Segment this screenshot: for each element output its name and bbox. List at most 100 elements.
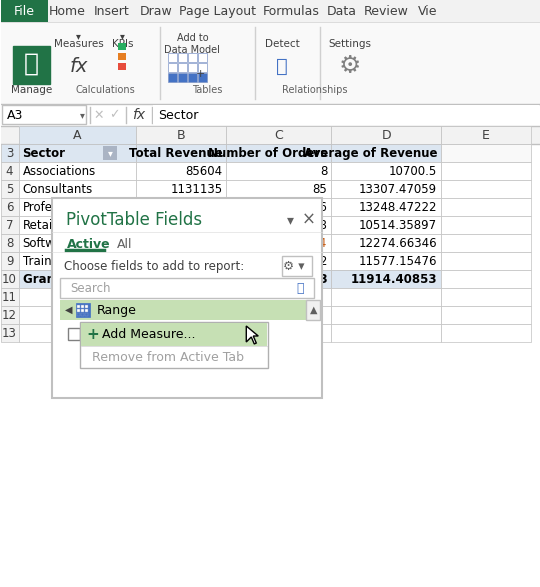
FancyBboxPatch shape — [1, 198, 18, 216]
FancyBboxPatch shape — [52, 198, 322, 398]
Text: 1276565: 1276565 — [170, 237, 222, 249]
FancyBboxPatch shape — [198, 53, 207, 62]
FancyBboxPatch shape — [331, 270, 441, 288]
FancyBboxPatch shape — [85, 309, 89, 312]
FancyBboxPatch shape — [137, 162, 226, 180]
Text: Professional: Professional — [23, 201, 93, 214]
FancyBboxPatch shape — [1, 234, 18, 252]
Text: C: C — [274, 129, 283, 141]
Text: Manage: Manage — [11, 85, 52, 95]
Text: Measures: Measures — [53, 39, 103, 49]
FancyBboxPatch shape — [1, 144, 18, 342]
FancyBboxPatch shape — [85, 305, 89, 308]
FancyBboxPatch shape — [18, 234, 137, 252]
Text: Calculations: Calculations — [76, 85, 136, 95]
FancyBboxPatch shape — [137, 180, 226, 198]
Text: 11: 11 — [2, 291, 17, 303]
FancyBboxPatch shape — [60, 300, 306, 320]
FancyBboxPatch shape — [104, 146, 117, 160]
Text: Number of Orders: Number of Orders — [208, 147, 327, 160]
FancyBboxPatch shape — [1, 22, 540, 104]
Text: ▾: ▾ — [76, 31, 81, 41]
Text: ▾: ▾ — [287, 213, 294, 227]
FancyBboxPatch shape — [198, 63, 207, 72]
FancyBboxPatch shape — [77, 303, 90, 317]
FancyBboxPatch shape — [2, 105, 86, 124]
Text: ✕: ✕ — [93, 109, 104, 122]
FancyBboxPatch shape — [331, 216, 441, 234]
FancyBboxPatch shape — [1, 104, 540, 126]
FancyBboxPatch shape — [137, 306, 226, 324]
Text: 3: 3 — [6, 147, 13, 160]
FancyBboxPatch shape — [226, 198, 331, 216]
FancyBboxPatch shape — [226, 306, 331, 324]
FancyBboxPatch shape — [178, 73, 187, 82]
FancyBboxPatch shape — [82, 323, 267, 346]
FancyBboxPatch shape — [1, 270, 18, 288]
FancyBboxPatch shape — [441, 180, 531, 198]
Text: 6707812: 6707812 — [165, 272, 222, 285]
Text: ◀: ◀ — [65, 305, 72, 315]
Text: Add to
Data Model: Add to Data Model — [164, 33, 220, 55]
FancyBboxPatch shape — [178, 63, 187, 72]
FancyBboxPatch shape — [441, 288, 531, 306]
FancyBboxPatch shape — [118, 53, 126, 60]
Text: 12: 12 — [2, 309, 17, 322]
Text: Active: Active — [66, 238, 110, 251]
Text: ▲: ▲ — [309, 305, 317, 315]
FancyBboxPatch shape — [188, 73, 197, 82]
Text: Search: Search — [70, 282, 111, 295]
Text: Sector: Sector — [158, 109, 199, 122]
Text: 4: 4 — [6, 164, 14, 177]
FancyBboxPatch shape — [137, 252, 226, 270]
FancyBboxPatch shape — [306, 300, 320, 320]
FancyBboxPatch shape — [137, 288, 226, 306]
Text: 7: 7 — [6, 218, 14, 231]
FancyBboxPatch shape — [441, 144, 531, 162]
Text: Relationships: Relationships — [282, 85, 348, 95]
Text: 1131135: 1131135 — [170, 183, 222, 195]
Text: +: + — [195, 69, 205, 79]
Text: Formulas: Formulas — [262, 5, 319, 18]
FancyBboxPatch shape — [18, 126, 137, 144]
FancyBboxPatch shape — [137, 324, 226, 342]
Text: D: D — [381, 129, 391, 141]
Text: Vie: Vie — [417, 5, 437, 18]
FancyBboxPatch shape — [226, 126, 331, 144]
FancyBboxPatch shape — [137, 270, 226, 288]
FancyBboxPatch shape — [1, 180, 18, 198]
Polygon shape — [246, 326, 258, 344]
Text: 36: 36 — [312, 201, 327, 214]
FancyBboxPatch shape — [441, 252, 531, 270]
FancyBboxPatch shape — [441, 234, 531, 252]
FancyBboxPatch shape — [18, 144, 137, 162]
FancyBboxPatch shape — [226, 288, 331, 306]
Text: fx: fx — [69, 56, 87, 76]
Text: Page Layout: Page Layout — [179, 5, 255, 18]
Text: 8: 8 — [6, 237, 13, 249]
Text: E: E — [482, 129, 490, 141]
FancyBboxPatch shape — [137, 234, 226, 252]
Text: Total Revenue: Total Revenue — [129, 147, 222, 160]
Text: Software: Software — [23, 237, 75, 249]
FancyBboxPatch shape — [118, 43, 126, 50]
Text: Grand Total *: Grand Total * — [23, 272, 110, 285]
Text: 10514.35897: 10514.35897 — [359, 218, 437, 231]
FancyBboxPatch shape — [1, 144, 18, 162]
Text: +: + — [86, 326, 99, 342]
FancyBboxPatch shape — [331, 234, 441, 252]
FancyBboxPatch shape — [331, 198, 441, 216]
Text: 78: 78 — [312, 218, 327, 231]
FancyBboxPatch shape — [60, 324, 306, 344]
Text: KPIs: KPIs — [112, 39, 133, 49]
FancyBboxPatch shape — [441, 216, 531, 234]
Text: 85: 85 — [313, 183, 327, 195]
FancyBboxPatch shape — [331, 144, 441, 162]
Text: 13307.47059: 13307.47059 — [359, 183, 437, 195]
Text: 476945: 476945 — [178, 201, 222, 214]
Text: Detect: Detect — [265, 39, 300, 49]
FancyBboxPatch shape — [82, 309, 84, 312]
FancyBboxPatch shape — [18, 180, 137, 198]
Text: Associations: Associations — [23, 164, 96, 177]
Text: Consultants: Consultants — [23, 183, 93, 195]
